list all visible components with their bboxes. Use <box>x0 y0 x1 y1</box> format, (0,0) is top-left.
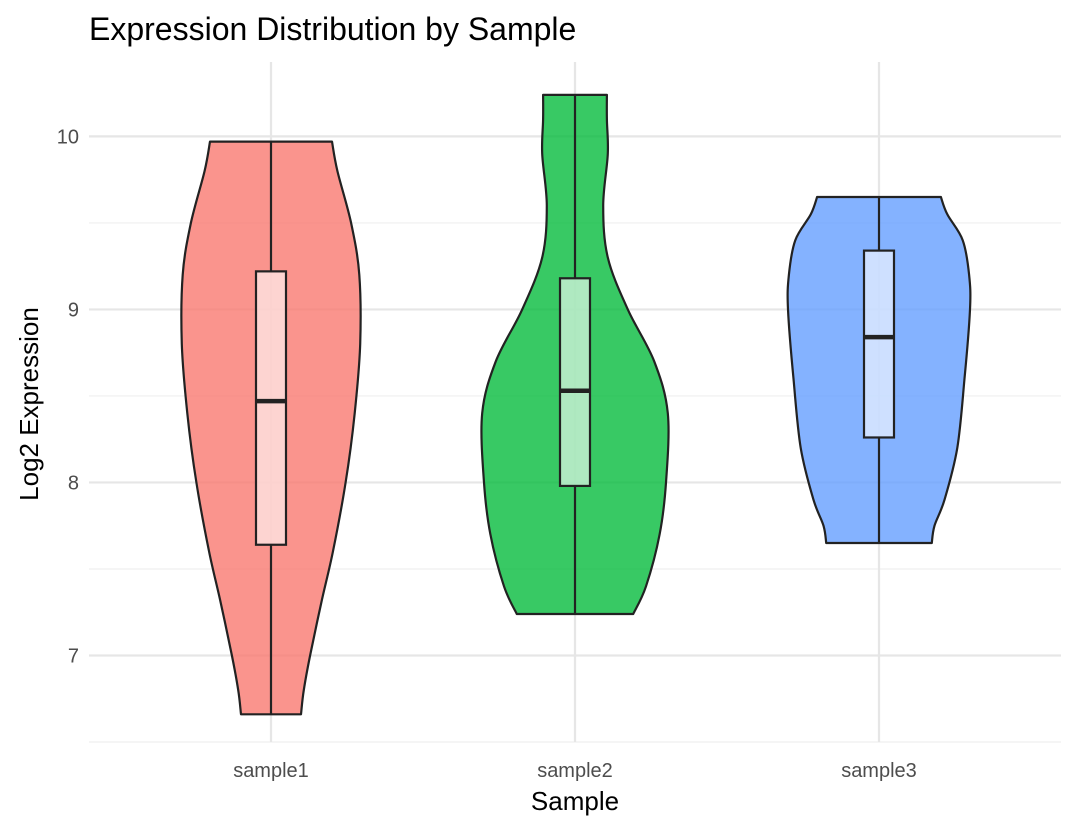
y-tick-label: 10 <box>57 126 79 148</box>
y-axis-ticks: 7 8 9 10 <box>57 126 79 667</box>
x-axis-title: Sample <box>531 786 619 816</box>
chart-title: Expression Distribution by Sample <box>89 11 576 47</box>
box-sample1 <box>254 270 288 546</box>
box-sample2 <box>558 277 592 488</box>
x-axis-ticks: sample1 sample2 sample3 <box>233 760 917 782</box>
y-tick-label: 7 <box>68 645 79 667</box>
x-tick-label: sample1 <box>233 760 309 782</box>
x-tick-label: sample2 <box>537 760 613 782</box>
boxplots <box>254 94 896 715</box>
y-axis-title: Log2 Expression <box>14 307 44 501</box>
y-tick-label: 8 <box>68 472 79 494</box>
box-sample3 <box>862 249 896 439</box>
x-tick-label: sample3 <box>841 760 917 782</box>
y-tick-label: 9 <box>68 299 79 321</box>
